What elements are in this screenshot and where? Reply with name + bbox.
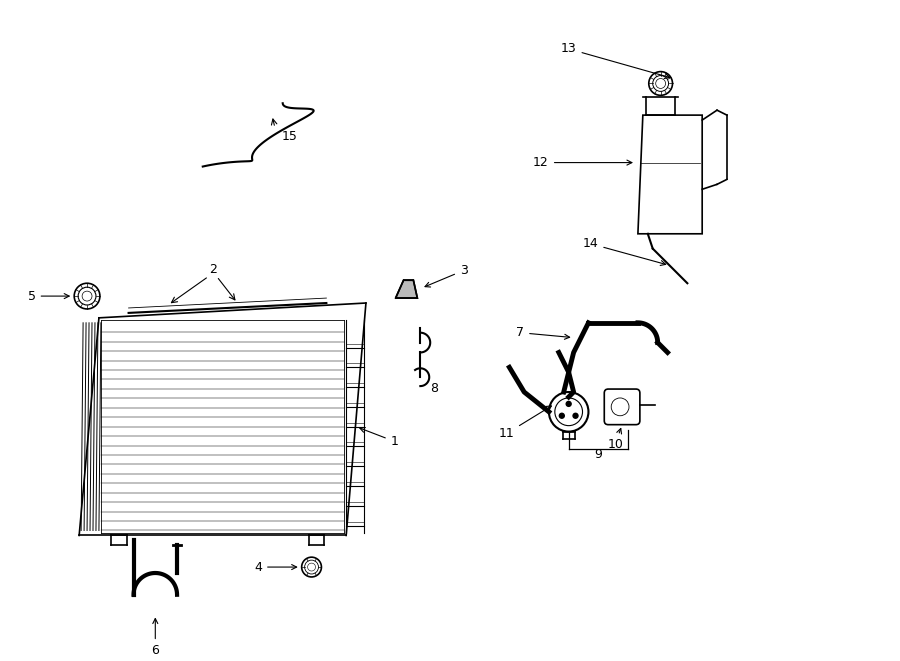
Text: 15: 15	[282, 130, 298, 143]
Text: 6: 6	[151, 619, 159, 657]
Polygon shape	[396, 280, 418, 298]
Text: 12: 12	[533, 156, 632, 169]
Circle shape	[573, 413, 578, 418]
Text: 1: 1	[360, 428, 399, 448]
Text: 9: 9	[594, 448, 602, 461]
Text: 13: 13	[561, 42, 670, 79]
Text: 8: 8	[430, 382, 438, 395]
Text: 3: 3	[425, 264, 468, 287]
Text: 4: 4	[254, 561, 297, 574]
Text: 14: 14	[582, 237, 666, 266]
Circle shape	[559, 413, 564, 418]
Circle shape	[566, 401, 572, 407]
Text: 5: 5	[28, 290, 69, 303]
Text: 2: 2	[209, 263, 217, 276]
Text: 11: 11	[499, 406, 552, 440]
Text: 7: 7	[517, 326, 570, 339]
Text: 10: 10	[608, 428, 623, 451]
